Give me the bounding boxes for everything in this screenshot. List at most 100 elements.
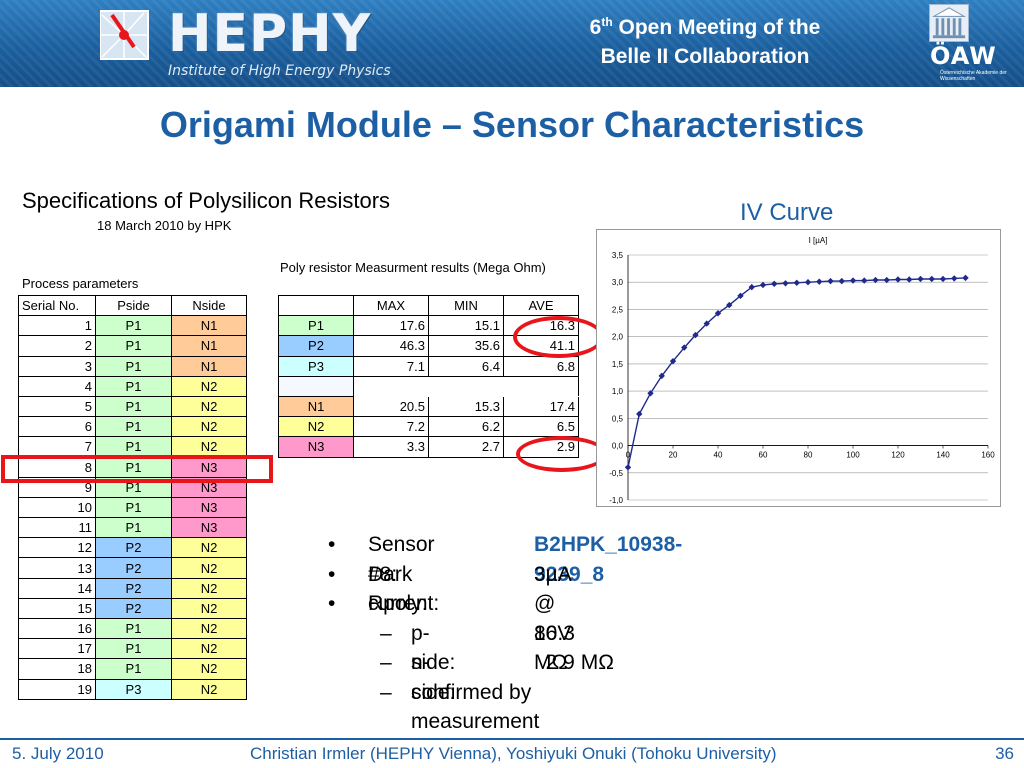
serial-cell: 13: [18, 557, 96, 579]
data-point: [669, 357, 677, 365]
bullet-dash: –: [380, 680, 392, 704]
pside-cell: P2: [95, 597, 172, 620]
x-tick-label: 100: [846, 451, 860, 460]
name-cell: N2: [278, 416, 354, 438]
pside-cell: P1: [95, 395, 172, 418]
n3-ave-highlight: [516, 436, 607, 472]
nside-cell: N2: [171, 436, 247, 458]
table-row: 8 P1 N3: [18, 456, 247, 478]
serial-cell: 2: [18, 335, 96, 357]
max-cell: 17.6: [353, 315, 429, 337]
iv-curve-title: IV Curve: [740, 199, 834, 226]
y-tick-label: -1,0: [609, 496, 623, 505]
serial-cell: 3: [18, 355, 96, 377]
data-point: [737, 292, 744, 300]
name-cell: P2: [278, 335, 354, 357]
table-row: 5 P1 N2: [18, 395, 247, 418]
meeting-number-suffix: th: [601, 15, 613, 29]
pside-cell: P1: [95, 617, 172, 640]
name-cell: P1: [278, 315, 354, 337]
nside-cell: N1: [171, 315, 247, 337]
y-tick-label: 3,5: [612, 251, 624, 260]
nside-cell: N2: [171, 617, 247, 640]
pside-cell: P1: [95, 355, 172, 377]
oaw-building-icon: [929, 4, 969, 42]
header-max: MAX: [353, 294, 429, 317]
footer-date: 5. July 2010: [12, 744, 104, 763]
data-point: [917, 275, 924, 283]
table-row: 2 P1 N1: [18, 335, 247, 357]
nside-cell: N2: [171, 557, 247, 579]
meeting-number: 6: [589, 16, 602, 39]
y-tick-label: 0,5: [612, 414, 624, 423]
data-point: [804, 279, 812, 286]
max-cell: [353, 375, 429, 397]
oaw-subtitle: Österreichische Akademie der Wissenschaf…: [940, 70, 1007, 82]
min-cell: 6.2: [428, 416, 504, 438]
data-point: [951, 275, 958, 282]
row-8-highlight: [1, 455, 273, 483]
serial-cell: 5: [18, 395, 96, 418]
data-point: [883, 276, 890, 284]
pside-cell: P1: [95, 436, 172, 458]
data-point: [658, 372, 665, 380]
chart-title: I [µA]: [809, 236, 828, 245]
data-point: [838, 277, 845, 285]
nside-cell: N1: [171, 335, 247, 357]
x-tick-label: 160: [981, 451, 995, 460]
data-point: [872, 276, 879, 284]
ave-cell: 6.5: [503, 416, 579, 438]
header-pside: Pside: [95, 294, 172, 317]
y-tick-label: 1,0: [612, 387, 624, 396]
table-row: P3 7.1 6.4 6.8: [278, 355, 579, 377]
pside-cell: P3: [95, 678, 172, 700]
x-tick-label: 120: [891, 451, 905, 460]
name-cell: [278, 375, 354, 397]
slide-title: Origami Module – Sensor Characteristics: [159, 104, 865, 145]
data-point: [816, 278, 823, 285]
max-cell: 46.3: [353, 335, 429, 357]
serial-cell: 19: [18, 678, 96, 700]
header-serial: Serial No.: [18, 294, 96, 317]
nside-cell: N2: [171, 375, 247, 397]
table-row: 7 P1 N2: [18, 436, 247, 458]
nside-cell: N2: [171, 395, 247, 418]
sensor-value: B2HPK_10938-9239_8: [534, 533, 683, 586]
table-row: 16 P1 N2: [18, 617, 247, 640]
pside-cell: P1: [95, 638, 172, 660]
serial-cell: 1: [18, 315, 96, 337]
footer: 5. July 2010 Christian Irmler (HEPHY Vie…: [0, 744, 1024, 766]
nside-cell: N3: [171, 456, 247, 478]
bullet-dash: –: [380, 651, 392, 674]
x-tick-label: 140: [936, 451, 950, 460]
pside-cell: P1: [95, 315, 172, 337]
min-cell: [428, 375, 504, 397]
ave-cell: 17.4: [503, 395, 579, 418]
page-number: 36: [995, 744, 1014, 763]
ave-cell: 6.8: [503, 355, 579, 377]
pside-cell: P1: [95, 375, 172, 397]
name-cell: P3: [278, 355, 354, 377]
nside-cell: N3: [171, 496, 247, 519]
table-row: 11 P1 N3: [18, 517, 247, 539]
name-cell: N3: [278, 436, 354, 458]
serial-cell: 18: [18, 658, 96, 680]
data-point: [681, 344, 688, 351]
bullet-dot: •: [328, 562, 336, 586]
min-cell: 2.7: [428, 436, 504, 458]
data-point: [849, 277, 857, 284]
hephy-logo-text: HEPHY: [168, 4, 372, 64]
sensor-label: Sensor #8:: [368, 533, 435, 586]
pside-cell: P2: [95, 537, 172, 559]
x-tick-label: 40: [714, 451, 723, 460]
y-tick-label: 2,5: [612, 305, 624, 314]
chart-frame: [596, 229, 1001, 507]
serial-cell: 7: [18, 436, 96, 458]
x-tick-label: 80: [804, 451, 813, 460]
pside-value: 16.3 MΩ: [534, 621, 575, 675]
data-point: [782, 280, 789, 287]
bullet-dot: •: [328, 533, 336, 556]
name-cell: N1: [278, 395, 354, 418]
nside-cell: N2: [171, 577, 247, 599]
header-pattern: [0, 0, 1024, 87]
